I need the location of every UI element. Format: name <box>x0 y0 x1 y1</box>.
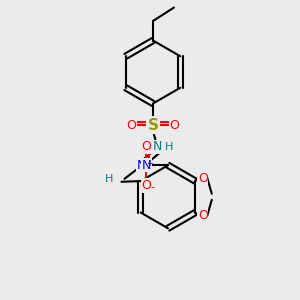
Text: H: H <box>165 142 173 152</box>
Text: O: O <box>142 140 151 153</box>
Text: N: N <box>136 159 146 172</box>
Text: N: N <box>142 159 151 172</box>
Text: N: N <box>153 140 162 153</box>
Text: O: O <box>198 172 208 184</box>
Text: O: O <box>198 209 208 222</box>
Text: +: + <box>147 159 153 168</box>
Text: O: O <box>142 179 151 192</box>
Text: H: H <box>105 174 113 184</box>
Text: S: S <box>148 118 158 133</box>
Text: -: - <box>150 182 155 192</box>
Text: O: O <box>170 118 179 132</box>
Text: O: O <box>127 118 136 132</box>
